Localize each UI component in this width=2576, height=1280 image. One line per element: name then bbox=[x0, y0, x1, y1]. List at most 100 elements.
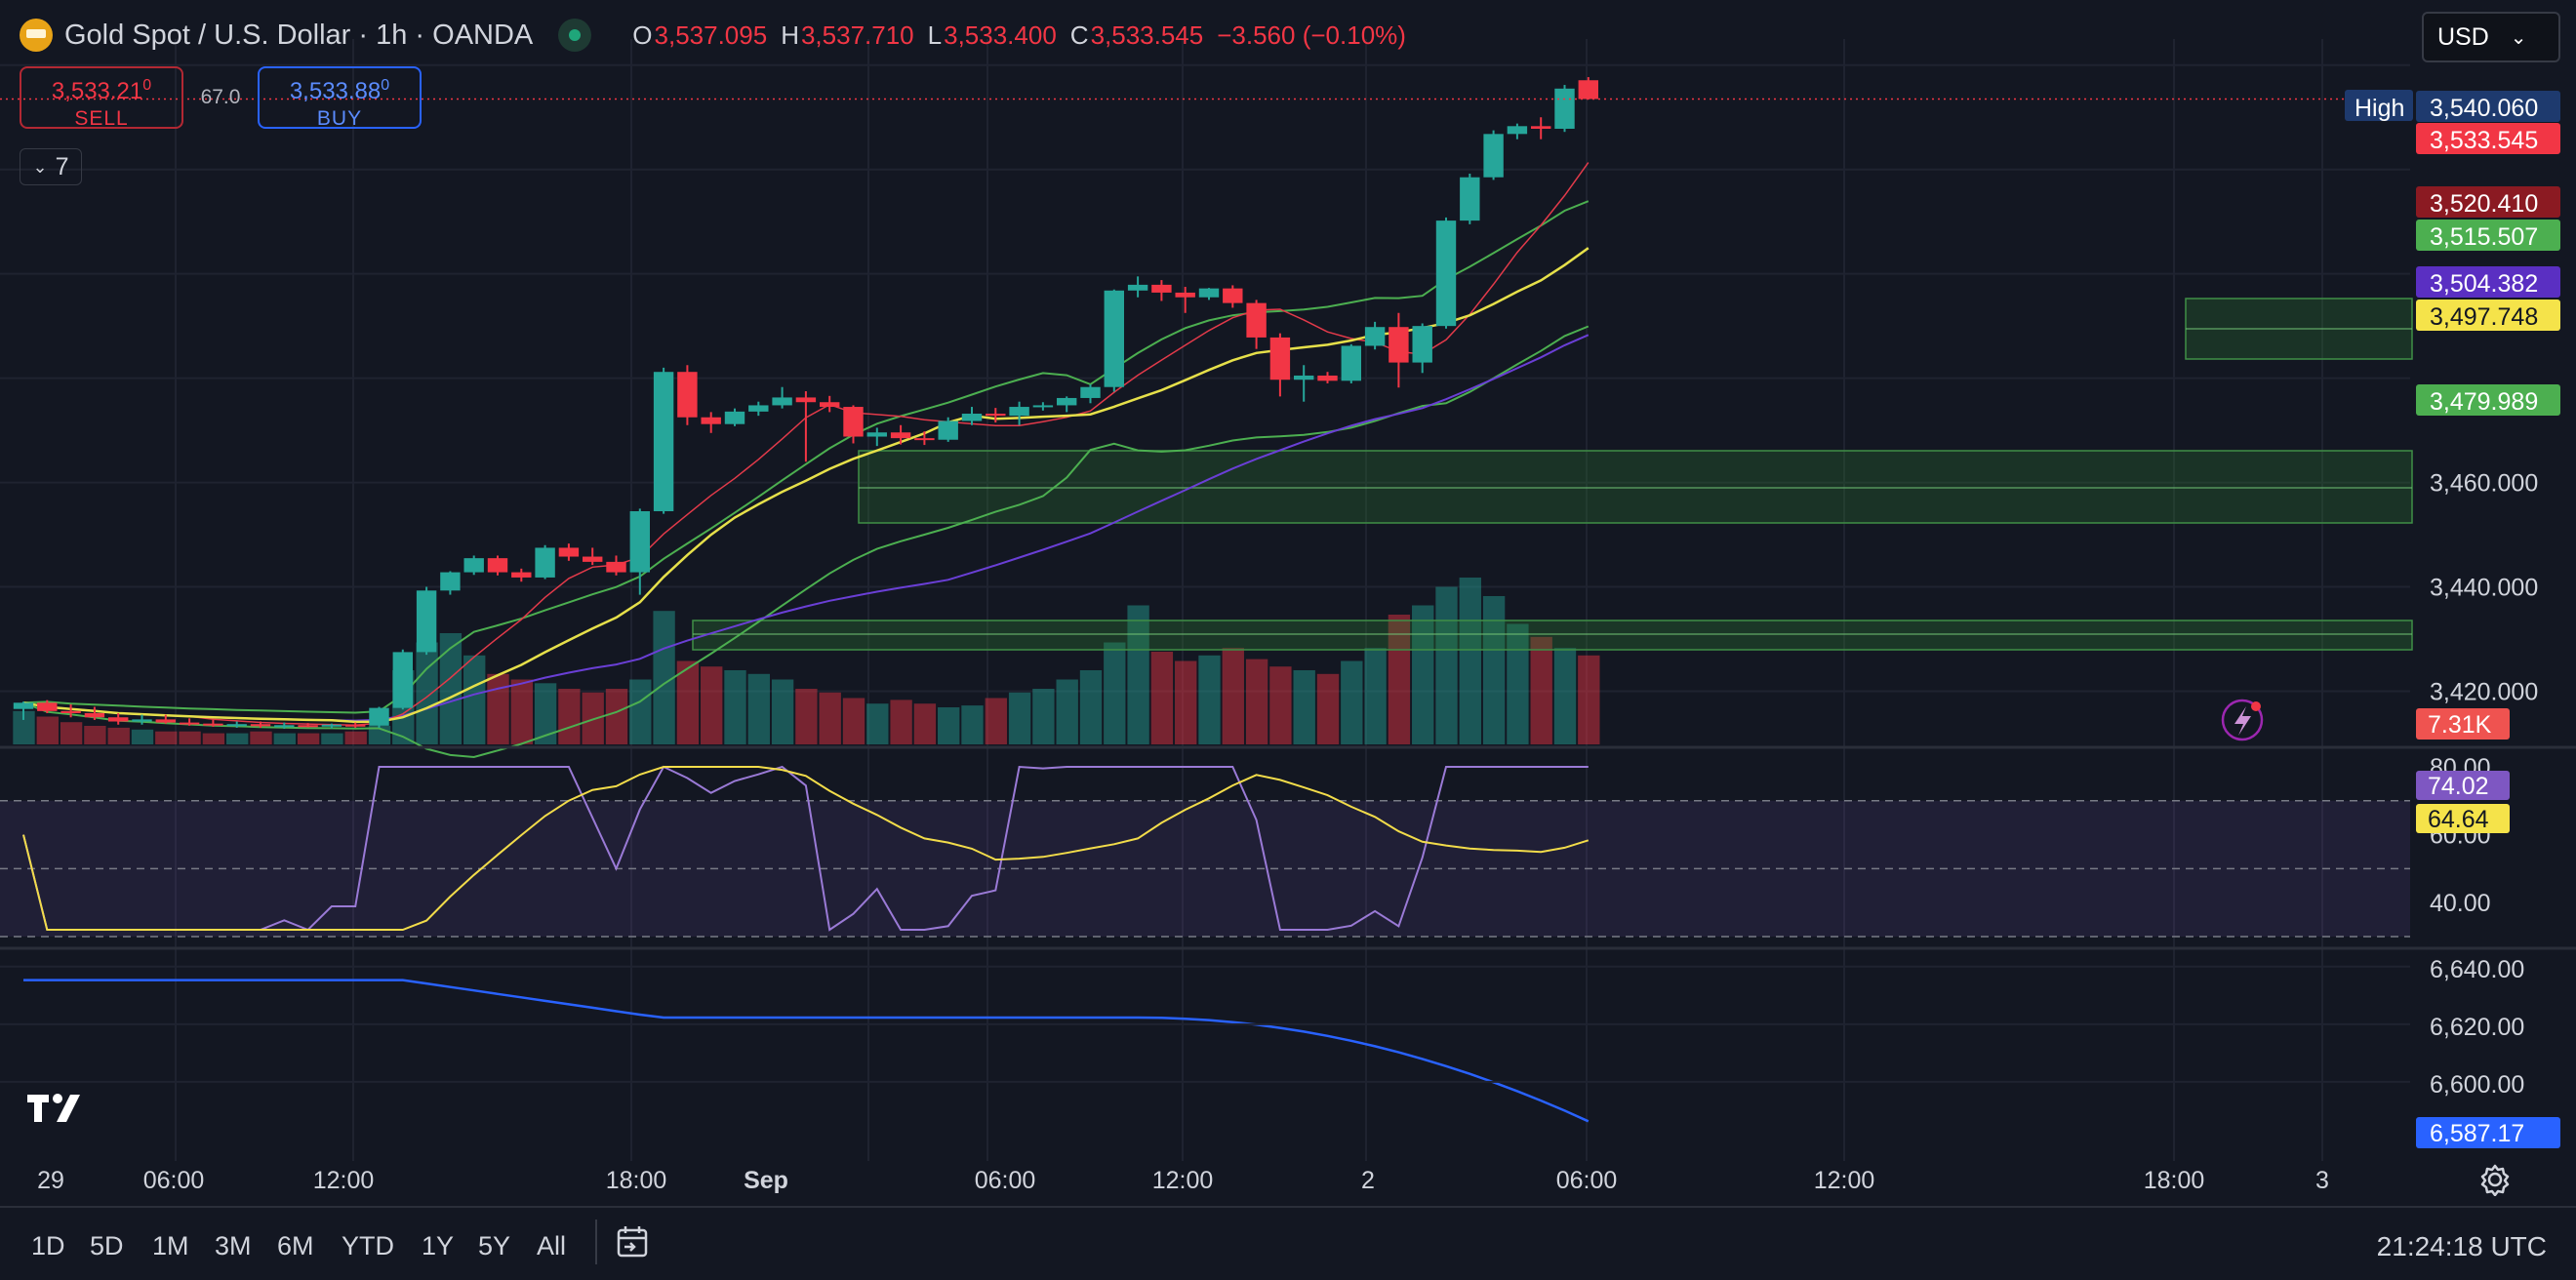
symbol-title[interactable]: Gold Spot / U.S. Dollar · 1h · OANDA bbox=[64, 19, 534, 51]
candle-body bbox=[321, 724, 342, 727]
market-status-icon[interactable] bbox=[558, 19, 592, 52]
ma-yellow-line bbox=[22, 247, 1590, 724]
rsi-value-badge bbox=[2416, 771, 2510, 800]
candle-body bbox=[107, 717, 129, 722]
candle-body bbox=[416, 590, 437, 653]
indicators-toggle-button[interactable]: ⌄ 7 bbox=[20, 148, 82, 185]
volume-bar bbox=[913, 703, 937, 744]
price-label-badge bbox=[2416, 91, 2560, 122]
alert-flash-icon bbox=[2221, 699, 2264, 741]
candle-body bbox=[392, 652, 414, 708]
candle-body bbox=[1032, 405, 1054, 408]
volume-bar bbox=[155, 731, 178, 744]
candle-body bbox=[558, 547, 580, 557]
volume-bar bbox=[1388, 615, 1411, 744]
candle-body bbox=[60, 710, 81, 713]
currency-select[interactable]: USD ⌄ bbox=[2422, 12, 2560, 62]
volume-bar bbox=[1150, 652, 1174, 744]
high-value: 3,537.710 bbox=[800, 20, 914, 50]
volume-bar bbox=[1553, 648, 1577, 744]
price-label-text: 3,520.410 bbox=[2430, 190, 2538, 218]
volume-bar bbox=[866, 703, 889, 744]
range-3m-button[interactable]: 3M bbox=[215, 1231, 252, 1260]
volume-bar bbox=[1198, 655, 1221, 744]
time-tick-label: 12:00 bbox=[1814, 1167, 1875, 1194]
sell-button[interactable]: 3,533.210 SELL bbox=[20, 66, 183, 130]
candle-body bbox=[1080, 386, 1101, 398]
volume-bar bbox=[273, 733, 296, 744]
volume-bar bbox=[1482, 596, 1506, 744]
range-all-button[interactable]: All bbox=[537, 1231, 567, 1260]
candle-body bbox=[1507, 126, 1528, 135]
time-tick-label: 18:00 bbox=[2144, 1167, 2205, 1194]
candle-body bbox=[132, 719, 152, 722]
range-1m-button[interactable]: 1M bbox=[152, 1231, 189, 1260]
volume-bar bbox=[13, 710, 35, 744]
volume-bar bbox=[1578, 655, 1600, 744]
candle-body bbox=[1104, 290, 1125, 387]
lower-tick-label: 6,600.00 bbox=[2430, 1071, 2524, 1099]
candle-body bbox=[369, 707, 389, 726]
candle-body bbox=[866, 432, 888, 437]
candle-body bbox=[1127, 284, 1148, 291]
tradingview-logo-icon[interactable] bbox=[27, 1091, 88, 1131]
price-label-badge bbox=[2416, 384, 2560, 416]
volume-bar bbox=[1412, 605, 1434, 744]
candle-body bbox=[155, 719, 177, 723]
range-5d-button[interactable]: 5D bbox=[90, 1231, 124, 1260]
range-5y-button[interactable]: 5Y bbox=[478, 1231, 511, 1260]
price-label-text: 3,479.989 bbox=[2430, 388, 2538, 416]
alert-flash-icon bbox=[2234, 706, 2251, 736]
volume-bar bbox=[653, 611, 675, 744]
time-tick-label: 18:00 bbox=[606, 1167, 667, 1194]
candle-body bbox=[535, 547, 555, 578]
volume-bar bbox=[416, 642, 438, 744]
candle-body bbox=[1246, 302, 1267, 338]
candle-body bbox=[250, 724, 271, 727]
candle-body bbox=[344, 724, 366, 727]
range-6m-button[interactable]: 6M bbox=[277, 1231, 314, 1260]
volume-bar bbox=[107, 727, 130, 744]
volume-bar bbox=[558, 689, 581, 744]
candle-body bbox=[986, 413, 1006, 417]
utc-clock[interactable]: 21:24:18 UTC bbox=[2376, 1231, 2547, 1261]
candle-body bbox=[511, 572, 532, 578]
candle-body bbox=[795, 397, 817, 403]
change-value: −3.560 (−0.10%) bbox=[1217, 20, 1406, 50]
volume-bar bbox=[842, 698, 865, 744]
chevron-down-icon: ⌄ bbox=[2510, 26, 2527, 49]
lower-tick-label: 6,640.00 bbox=[2430, 956, 2524, 983]
fvg-zone bbox=[692, 620, 2413, 651]
volume-bar bbox=[795, 689, 818, 744]
candle-body bbox=[1460, 177, 1480, 221]
volume-bar bbox=[819, 692, 841, 744]
volume-bar bbox=[534, 683, 557, 744]
high-tag-label: High bbox=[2355, 95, 2404, 122]
gear-icon[interactable] bbox=[2478, 1163, 2512, 1201]
price-tick-label: 3,440.000 bbox=[2430, 575, 2538, 602]
volume-bar bbox=[1459, 578, 1481, 744]
range-1y-button[interactable]: 1Y bbox=[422, 1231, 455, 1260]
volume-bar bbox=[605, 689, 628, 744]
volume-bar bbox=[1245, 659, 1268, 744]
volume-bar bbox=[1316, 673, 1340, 744]
range-ytd-button[interactable]: YTD bbox=[342, 1231, 394, 1260]
range-1d-button[interactable]: 1D bbox=[31, 1231, 65, 1260]
currency-value: USD bbox=[2437, 22, 2489, 51]
calendar-goto-icon[interactable] bbox=[615, 1223, 652, 1260]
open-value: 3,537.095 bbox=[654, 20, 768, 50]
candle-body bbox=[1554, 88, 1575, 129]
symbol-header: Gold Spot / U.S. Dollar · 1h · OANDA O 3,… bbox=[20, 14, 1406, 57]
volume-bar bbox=[1104, 642, 1126, 744]
volume-badge bbox=[2416, 708, 2510, 740]
price-tick-label: 3,420.000 bbox=[2430, 679, 2538, 706]
volume-bar bbox=[701, 666, 723, 744]
candle-body bbox=[203, 723, 223, 726]
buy-button[interactable]: 3,533.880 BUY bbox=[258, 66, 422, 130]
spread-value: 67.0 bbox=[200, 86, 241, 108]
candle-body bbox=[1317, 375, 1338, 381]
volume-bar bbox=[202, 733, 225, 744]
candle-body bbox=[1293, 375, 1314, 380]
time-tick-label: 3 bbox=[2315, 1167, 2329, 1194]
